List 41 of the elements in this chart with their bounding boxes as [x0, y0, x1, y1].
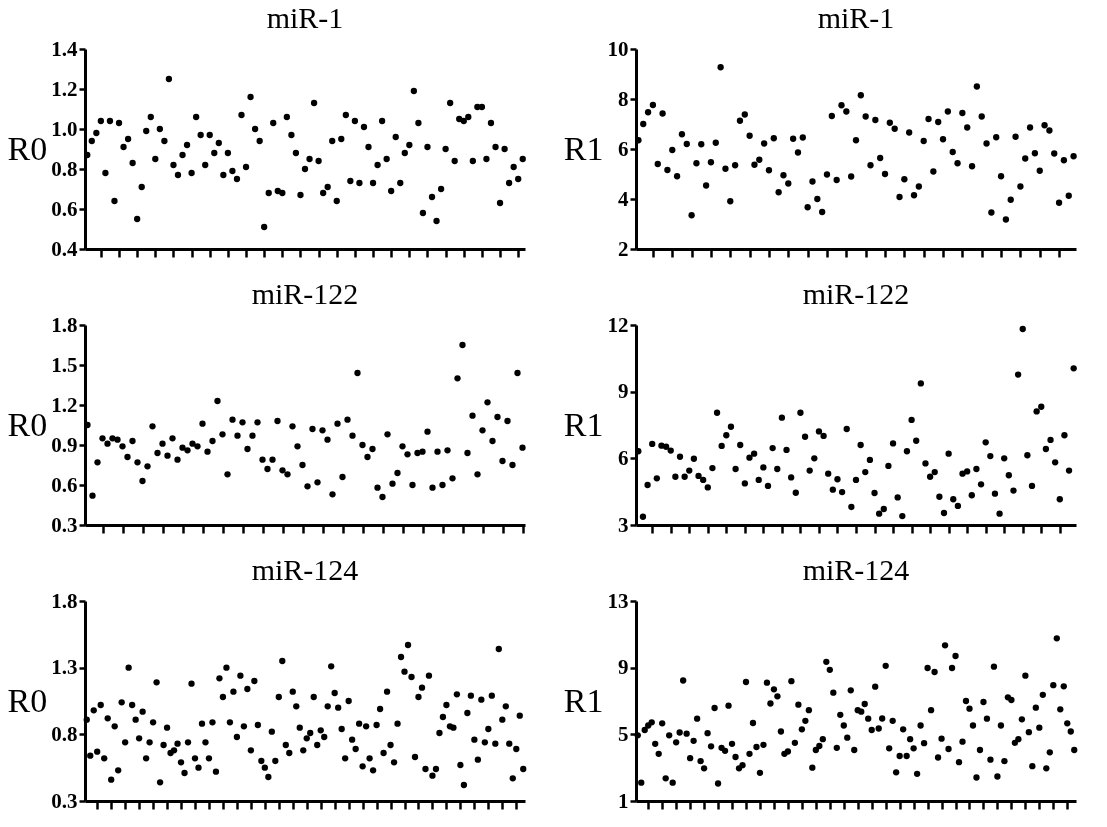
- y-tick-label: 0.3: [51, 788, 78, 813]
- y-tick-label: 0.3: [51, 512, 78, 537]
- y-tick-label: 1.8: [51, 588, 78, 613]
- chart-title: miR-124: [802, 553, 910, 586]
- y-tick-label: 3: [618, 512, 629, 537]
- y-axis-title: R1: [563, 129, 604, 167]
- y-axis-title: R0: [7, 129, 48, 167]
- y-tick-label: 4: [618, 186, 629, 211]
- y-tick-label: 1.4: [51, 36, 78, 61]
- chart-title: miR-1: [266, 1, 344, 34]
- y-tick-label: 0.8: [51, 721, 78, 746]
- y-axis-title: R0: [7, 405, 48, 443]
- y-tick-label: 2: [618, 236, 629, 261]
- y-tick-label: 1.3: [51, 655, 78, 680]
- y-tick-label: 0.6: [51, 472, 78, 497]
- y-tick-label: 1.0: [51, 116, 78, 141]
- y-tick-label: 5: [618, 721, 629, 746]
- y-tick-label: 1.5: [51, 352, 78, 377]
- y-axis-title: R1: [563, 681, 604, 719]
- y-tick-label: 8: [618, 86, 629, 111]
- y-axis-title: R1: [563, 405, 604, 443]
- y-tick-label: 12: [607, 312, 629, 337]
- y-tick-label: 6: [618, 136, 629, 161]
- y-tick-label: 1.2: [51, 392, 78, 417]
- y-tick-label: 0.8: [51, 156, 78, 181]
- chart-title: miR-122: [251, 277, 359, 310]
- chart-title: miR-1: [817, 1, 895, 34]
- y-tick-label: 9: [618, 655, 629, 680]
- chart-title: miR-124: [251, 553, 359, 586]
- y-tick-label: 1: [618, 788, 629, 813]
- y-tick-label: 1.2: [51, 76, 78, 101]
- y-tick-label: 0.9: [51, 432, 78, 457]
- y-tick-label: 6: [618, 445, 629, 470]
- y-tick-label: 9: [618, 379, 629, 404]
- y-tick-label: 1.8: [51, 312, 78, 337]
- y-tick-label: 0.6: [51, 196, 78, 221]
- chart-title: miR-122: [802, 277, 910, 310]
- y-tick-label: 10: [607, 36, 629, 61]
- y-tick-label: 13: [607, 588, 629, 613]
- y-axis-title: R0: [7, 681, 48, 719]
- y-tick-label: 0.4: [51, 236, 78, 261]
